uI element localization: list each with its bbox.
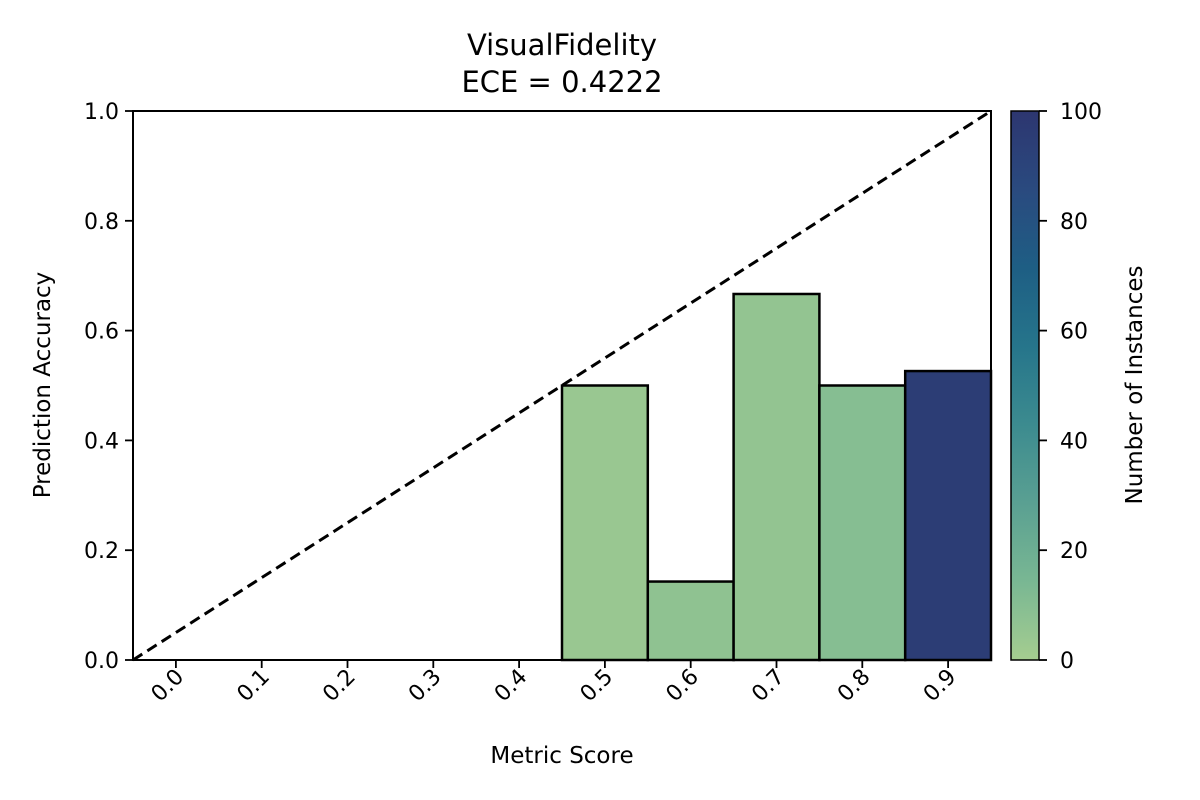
- x-ticks-group: 0.0 0.1 0.2 0.3 0.4 0.5 0.6 0.7 0.8 0.9: [147, 660, 961, 707]
- x-tick-label: 0.5: [576, 665, 618, 707]
- chart-subtitle: ECE = 0.4222: [461, 65, 662, 99]
- colorbar-tick-label: 40: [1060, 429, 1088, 454]
- chart-title: VisualFidelity: [467, 28, 657, 62]
- y-tick-label: 0.6: [84, 320, 119, 345]
- x-axis-label: Metric Score: [490, 743, 633, 769]
- bar-0.6: [646, 580, 735, 662]
- x-tick-label: 0.0: [147, 665, 189, 707]
- colorbar-label: Number of Instances: [1122, 266, 1148, 505]
- y-tick-label: 0.0: [84, 649, 119, 674]
- x-tick-label: 0.9: [919, 665, 961, 707]
- x-tick-label: 0.6: [662, 665, 704, 707]
- colorbar-tick-label: 100: [1060, 100, 1102, 125]
- y-tick-label: 1.0: [84, 100, 119, 125]
- x-tick-label: 0.2: [318, 665, 360, 707]
- bar-0.9: [903, 369, 993, 662]
- y-tick-label: 0.4: [84, 429, 119, 454]
- colorbar-tick-label: 0: [1060, 649, 1074, 674]
- bar-0.7: [732, 292, 821, 662]
- x-tick-label: 0.8: [833, 665, 875, 707]
- x-tick-label: 0.3: [404, 665, 446, 707]
- bar-0.5: [560, 384, 650, 662]
- colorbar: [1010, 110, 1040, 661]
- bars-group: [560, 292, 993, 662]
- y-tick-label: 0.2: [84, 539, 119, 564]
- colorbar-tick-label: 80: [1060, 210, 1088, 235]
- colorbar-ticks-group: 0 20 40 60 80 100: [1039, 100, 1102, 674]
- colorbar-tick-label: 60: [1060, 320, 1088, 345]
- x-tick-label: 0.4: [490, 665, 532, 707]
- x-tick-label: 0.1: [233, 665, 275, 707]
- y-ticks-group: 0.0 0.2 0.4 0.6 0.8 1.0: [84, 100, 133, 674]
- y-axis-label: Prediction Accuracy: [30, 272, 56, 499]
- bar-0.8: [818, 384, 907, 662]
- y-tick-label: 0.8: [84, 210, 119, 235]
- x-tick-label: 0.7: [747, 665, 789, 707]
- plot-frame: [132, 110, 992, 661]
- colorbar-tick-label: 20: [1060, 539, 1088, 564]
